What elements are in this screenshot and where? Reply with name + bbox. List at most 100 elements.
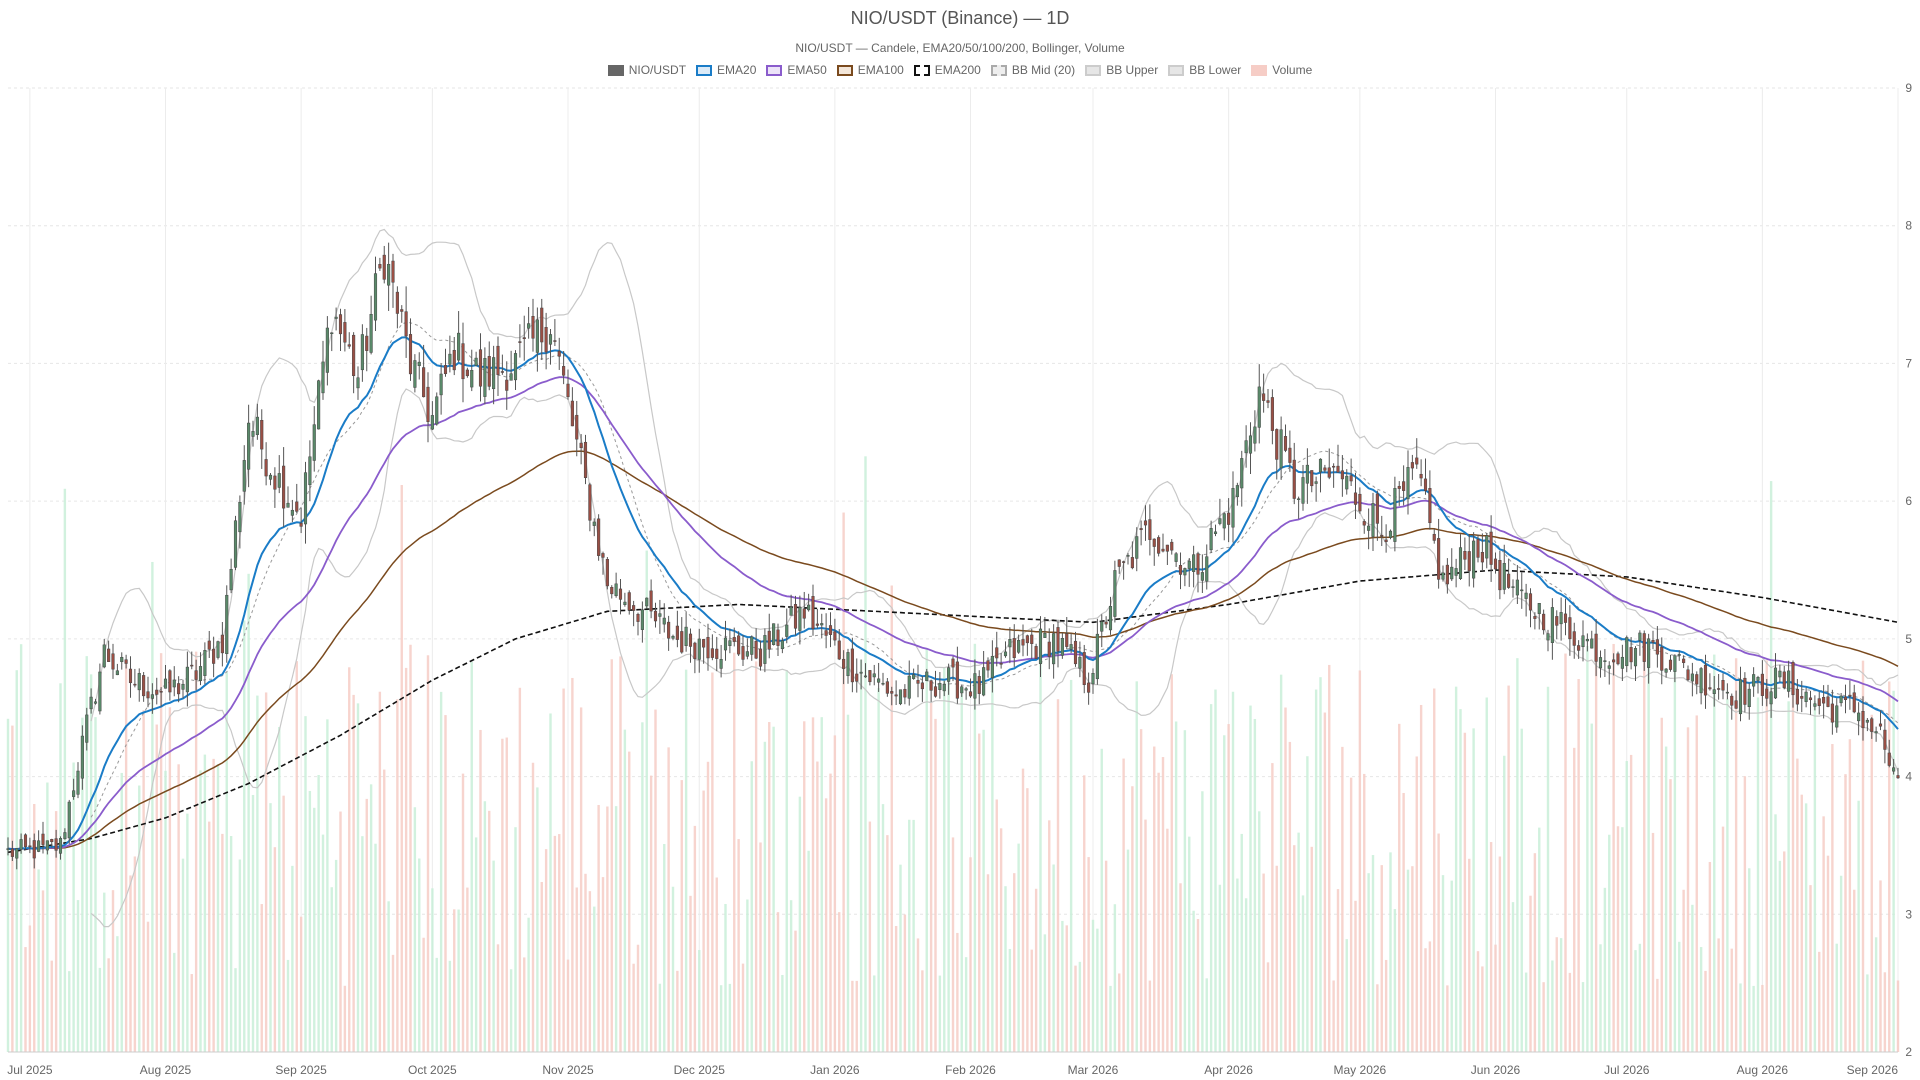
ema100-line <box>7 450 1899 850</box>
candle-body <box>478 349 483 387</box>
candle-body <box>474 357 478 366</box>
candle-body <box>1485 535 1489 559</box>
volume-bar <box>1166 828 1169 1052</box>
candle-body <box>579 442 583 448</box>
candle-body <box>1590 638 1594 649</box>
volume-bar <box>855 980 858 1052</box>
candle-body <box>955 661 959 699</box>
candle-body <box>1795 689 1799 705</box>
candle-body <box>111 653 115 670</box>
volume-bar <box>943 666 946 1052</box>
candle-body <box>758 648 763 667</box>
legend-item[interactable]: BB Upper <box>1085 63 1158 77</box>
y-tick-label: 5 <box>1905 632 1912 646</box>
volume-bar <box>1332 980 1335 1052</box>
volume-bar <box>1699 947 1703 1052</box>
candle-body <box>1747 688 1751 708</box>
legend-item[interactable]: NIO/USDT <box>607 63 686 77</box>
volume-bar <box>146 921 150 1052</box>
candle-body <box>1638 632 1642 641</box>
volume-bar <box>619 656 622 1052</box>
candle-body <box>1813 703 1817 707</box>
candle-body <box>413 360 417 388</box>
candle-body <box>1174 553 1178 562</box>
candle-body <box>1769 691 1773 705</box>
volume-bar <box>181 858 185 1052</box>
volume-bar <box>1297 832 1300 1052</box>
volume-bar <box>1691 904 1694 1052</box>
volume-bar <box>199 770 202 1052</box>
volume-bar <box>1122 758 1125 1052</box>
volume-bar <box>116 936 119 1052</box>
volume-bar <box>864 456 867 1052</box>
candle-body <box>1327 467 1331 478</box>
volume-bar <box>216 764 220 1052</box>
volume-bar <box>1091 919 1095 1052</box>
volume-bar <box>1126 849 1130 1052</box>
volume-bar <box>1087 857 1090 1052</box>
candle-body <box>41 833 45 845</box>
candle-body <box>93 701 98 704</box>
candle-body <box>1235 485 1239 498</box>
legend-item[interactable]: EMA100 <box>836 63 904 77</box>
candle-body <box>1607 665 1611 669</box>
candle-body <box>159 691 163 693</box>
candle-body <box>1073 640 1078 665</box>
volume-bar <box>1196 919 1200 1052</box>
legend-item[interactable]: BB Lower <box>1168 63 1241 77</box>
legend-item[interactable]: BB Mid (20) <box>990 63 1075 77</box>
candle-body <box>540 307 544 343</box>
candle-body <box>1603 660 1607 662</box>
volume-bar <box>873 975 876 1052</box>
candle-body <box>212 648 216 664</box>
volume-bar <box>610 659 613 1052</box>
candle-body <box>373 273 378 321</box>
volume-bar <box>1511 902 1515 1052</box>
volume-bar <box>1853 889 1856 1052</box>
x-tick-label: Jul 2026 <box>1604 1063 1650 1077</box>
volume-bar <box>1546 686 1550 1052</box>
volume-bar <box>1870 714 1873 1052</box>
candle-body <box>172 679 176 688</box>
volume-bar <box>1568 972 1572 1052</box>
candle-body <box>1625 637 1629 667</box>
candle-body <box>977 676 981 694</box>
candle-body <box>1126 555 1130 557</box>
candle-body <box>780 640 784 650</box>
volume-bar <box>1608 834 1611 1052</box>
volume-bar <box>286 959 290 1052</box>
candle-body <box>500 371 504 373</box>
candle-body <box>10 848 14 857</box>
volume-bar <box>448 960 452 1052</box>
volume-bar <box>798 796 802 1052</box>
volume-bar <box>1056 699 1060 1052</box>
candle-body <box>290 509 294 516</box>
chart-subtitle: NIO/USDT — Candele, EMA20/50/100/200, Bo… <box>795 41 1125 55</box>
candle-body <box>1550 607 1554 643</box>
volume-bar <box>81 717 84 1052</box>
volume-bar <box>698 950 701 1052</box>
volume-bar <box>1157 772 1160 1052</box>
volume-bar <box>566 959 570 1052</box>
volume-bar <box>321 834 325 1052</box>
volume-bar <box>1026 788 1029 1052</box>
candle-body <box>1843 696 1848 701</box>
volume-bar <box>680 780 683 1052</box>
candle-body <box>1441 572 1445 580</box>
legend-item[interactable]: Volume <box>1251 63 1312 77</box>
volume-bar <box>702 790 705 1052</box>
volume-bar <box>1874 937 1878 1052</box>
volume-bar <box>606 806 609 1052</box>
candle-body <box>19 839 23 850</box>
candle-body <box>719 659 723 669</box>
legend-item[interactable]: EMA20 <box>696 63 756 77</box>
volume-bar <box>1279 674 1283 1052</box>
legend-item[interactable]: EMA200 <box>913 63 981 77</box>
volume-bar <box>159 653 163 1052</box>
volume-bar <box>1288 741 1292 1052</box>
candle-body <box>1808 697 1813 701</box>
candle-body <box>207 640 211 650</box>
candle-body <box>1752 674 1756 687</box>
volume-bar <box>164 770 167 1052</box>
legend-item[interactable]: EMA50 <box>766 63 827 77</box>
